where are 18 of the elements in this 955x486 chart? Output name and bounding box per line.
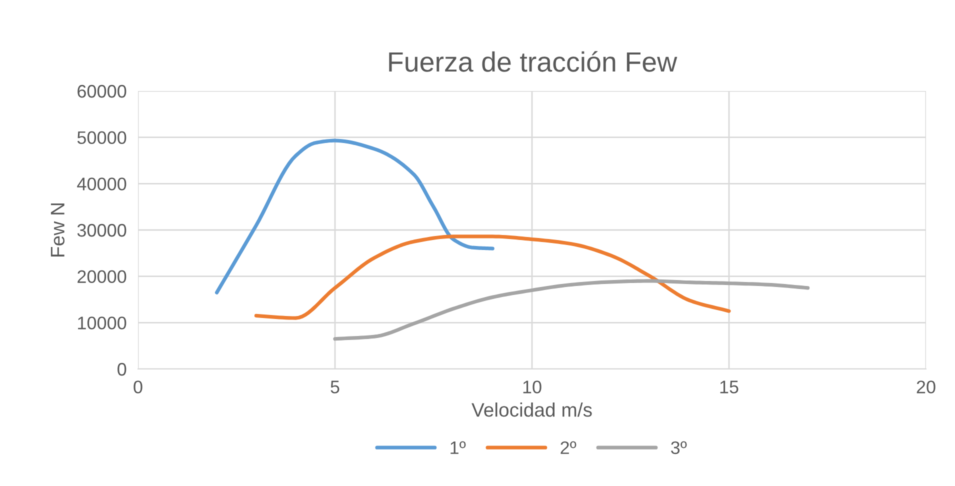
y-tick-label: 10000 [78, 316, 126, 330]
y-axis-title: Few N [50, 203, 65, 256]
x-tick-label: 5 [330, 380, 340, 394]
legend-label: 3º [671, 441, 687, 454]
x-tick-label: 10 [523, 380, 542, 394]
y-tick-label: 40000 [77, 178, 126, 190]
x-tick-label: 20 [916, 380, 936, 394]
y-tick-label: 30000 [77, 224, 126, 237]
legend-label: 1º [450, 441, 466, 454]
y-tick-label: 60000 [78, 84, 126, 98]
y-tick-label: 50000 [77, 131, 126, 144]
x-tick-label: 0 [134, 380, 142, 394]
y-tick-label: 20000 [78, 270, 126, 284]
chart-title: Fuerza de tracción Few [389, 51, 678, 72]
x-axis-title: Velocidad m/s [472, 402, 592, 417]
x-tick-label: 15 [720, 380, 738, 394]
legend-label: 2º [560, 441, 576, 454]
y-tick-label: 0 [118, 362, 126, 376]
